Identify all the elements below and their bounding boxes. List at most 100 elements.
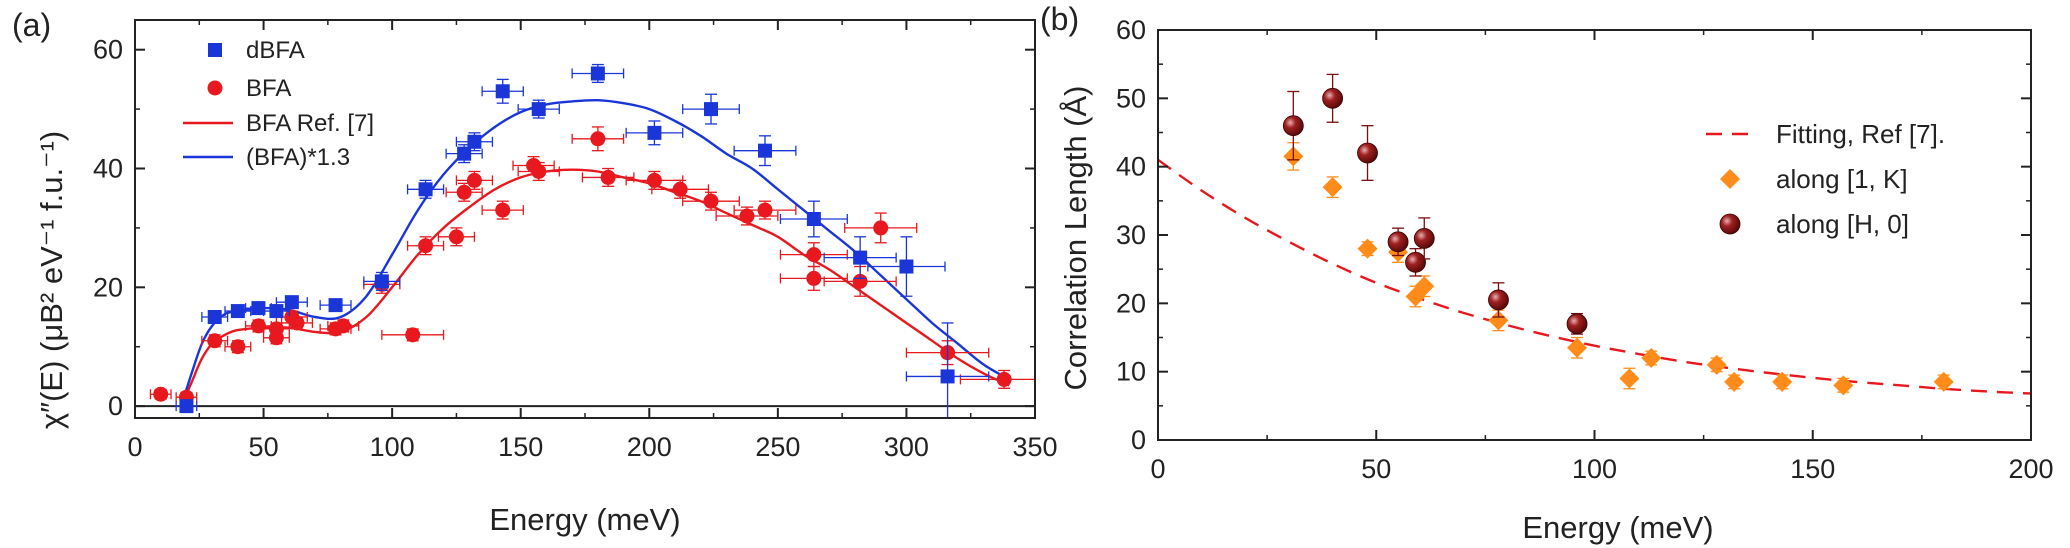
data-point — [1405, 251, 1426, 273]
x-tick-label: 200 — [2008, 454, 2053, 484]
data-point — [1357, 238, 1378, 259]
data-point — [852, 273, 868, 289]
data-point — [1933, 371, 1954, 392]
y-tick-label: 20 — [1116, 288, 1146, 318]
data-point — [374, 274, 389, 289]
legend-label: (BFA)*1.3 — [246, 144, 350, 171]
data-point — [1322, 87, 1343, 109]
y-tick-label: 60 — [1116, 15, 1146, 45]
chart-b-series — [1158, 73, 2031, 396]
data-point — [335, 318, 351, 334]
data-point — [1724, 371, 1745, 392]
data-point — [739, 208, 755, 224]
data-point — [590, 66, 605, 81]
data-point — [1567, 337, 1588, 358]
y-tick-label: 30 — [1116, 220, 1146, 250]
x-tick-label: 50 — [1361, 454, 1391, 484]
data-point — [1619, 368, 1640, 389]
chart-a-series — [149, 63, 1035, 418]
data-point — [207, 310, 222, 325]
y-tick-label: 40 — [93, 154, 123, 184]
data-point — [590, 131, 606, 147]
data-point — [1322, 177, 1343, 198]
chart-a: (a) 0 50 100 150 200 250 300 350 0 20 40 60 Energy … — [12, 7, 1058, 537]
data-point — [1282, 115, 1304, 137]
data-point — [1706, 354, 1727, 375]
data-point — [1414, 276, 1435, 297]
legend-label: Fitting, Ref [7]. — [1776, 119, 1945, 149]
chart-a-legend: dBFA BFA BFA Ref. [7] (BFA)*1.3 — [183, 37, 374, 171]
data-point — [179, 399, 194, 414]
data-point — [405, 327, 421, 343]
chart-a-ticks: 0 50 100 150 200 250 300 350 0 20 40 60 — [93, 20, 1058, 462]
panel-a-label: (a) — [12, 7, 51, 43]
data-point — [456, 184, 472, 200]
data-point — [1566, 313, 1588, 335]
data-point — [1488, 289, 1509, 311]
legend-label: along [H, 0] — [1776, 209, 1909, 239]
data-point — [284, 295, 299, 310]
y-tick-label: 0 — [1131, 425, 1146, 455]
chart-b-xlabel: Energy (meV) — [1522, 510, 1713, 545]
chart-b: (b) 0 50 100 150 200 0 10 20 30 40 50 60 Energy (me… — [1040, 1, 2054, 545]
x-tick-label: 150 — [1790, 454, 1835, 484]
x-tick-label: 100 — [1572, 454, 1617, 484]
data-point — [457, 146, 472, 161]
series-line-fitting-ref-7- — [1158, 158, 2031, 395]
legend-marker — [1720, 169, 1740, 189]
y-tick-label: 50 — [1116, 83, 1146, 113]
data-point — [230, 339, 246, 355]
data-point — [1488, 310, 1509, 331]
data-point — [806, 247, 822, 263]
data-point — [418, 238, 434, 254]
data-point — [806, 212, 821, 226]
x-tick-label: 0 — [1150, 454, 1165, 484]
x-tick-label: 50 — [249, 432, 279, 462]
legend-label: along [1, K] — [1776, 164, 1908, 194]
series-along-h-0- — [1282, 73, 1588, 335]
x-tick-label: 300 — [884, 432, 929, 462]
y-tick-label: 40 — [1116, 152, 1146, 182]
y-tick-label: 10 — [1116, 357, 1146, 387]
data-point — [940, 369, 955, 384]
chart-b-ylabel: Correlation Length (Å) — [1058, 86, 1093, 391]
data-point — [996, 371, 1012, 387]
y-tick-label: 60 — [93, 35, 123, 65]
data-point — [873, 220, 889, 236]
data-point — [646, 172, 662, 188]
series-dbfa — [175, 63, 990, 418]
data-point — [268, 321, 284, 337]
y-tick-label: 0 — [108, 391, 123, 421]
data-point — [899, 259, 914, 274]
data-point — [289, 315, 305, 331]
data-point — [1357, 142, 1378, 164]
data-point — [207, 333, 223, 349]
x-tick-label: 250 — [755, 432, 800, 462]
data-point — [703, 193, 719, 209]
data-point — [531, 163, 547, 179]
data-point — [1772, 371, 1793, 392]
chart-b-ticks: 0 50 100 150 200 0 10 20 30 40 50 60 — [1116, 15, 2054, 484]
legend-label: dBFA — [246, 37, 305, 64]
data-point — [269, 304, 284, 319]
data-point — [806, 270, 822, 286]
data-point — [647, 125, 662, 140]
chart-b-legend: Fitting, Ref [7]. along [1, K] along [H, 0… — [1706, 119, 1945, 239]
x-tick-label: 200 — [627, 432, 672, 462]
data-point — [230, 304, 245, 319]
data-point — [600, 169, 616, 185]
data-point — [466, 172, 482, 188]
data-point — [251, 301, 266, 316]
data-point — [672, 181, 688, 197]
series-line-bfa-ref-7- — [180, 168, 1010, 407]
data-point — [467, 134, 482, 149]
legend-marker — [1719, 213, 1741, 235]
legend-label: BFA — [246, 75, 291, 102]
data-point — [250, 318, 266, 334]
data-point — [1413, 228, 1435, 249]
chart-a-xlabel: Energy (meV) — [489, 502, 680, 537]
data-point — [1833, 375, 1854, 396]
data-point — [704, 102, 718, 117]
data-point — [495, 202, 511, 218]
data-point — [448, 229, 464, 245]
